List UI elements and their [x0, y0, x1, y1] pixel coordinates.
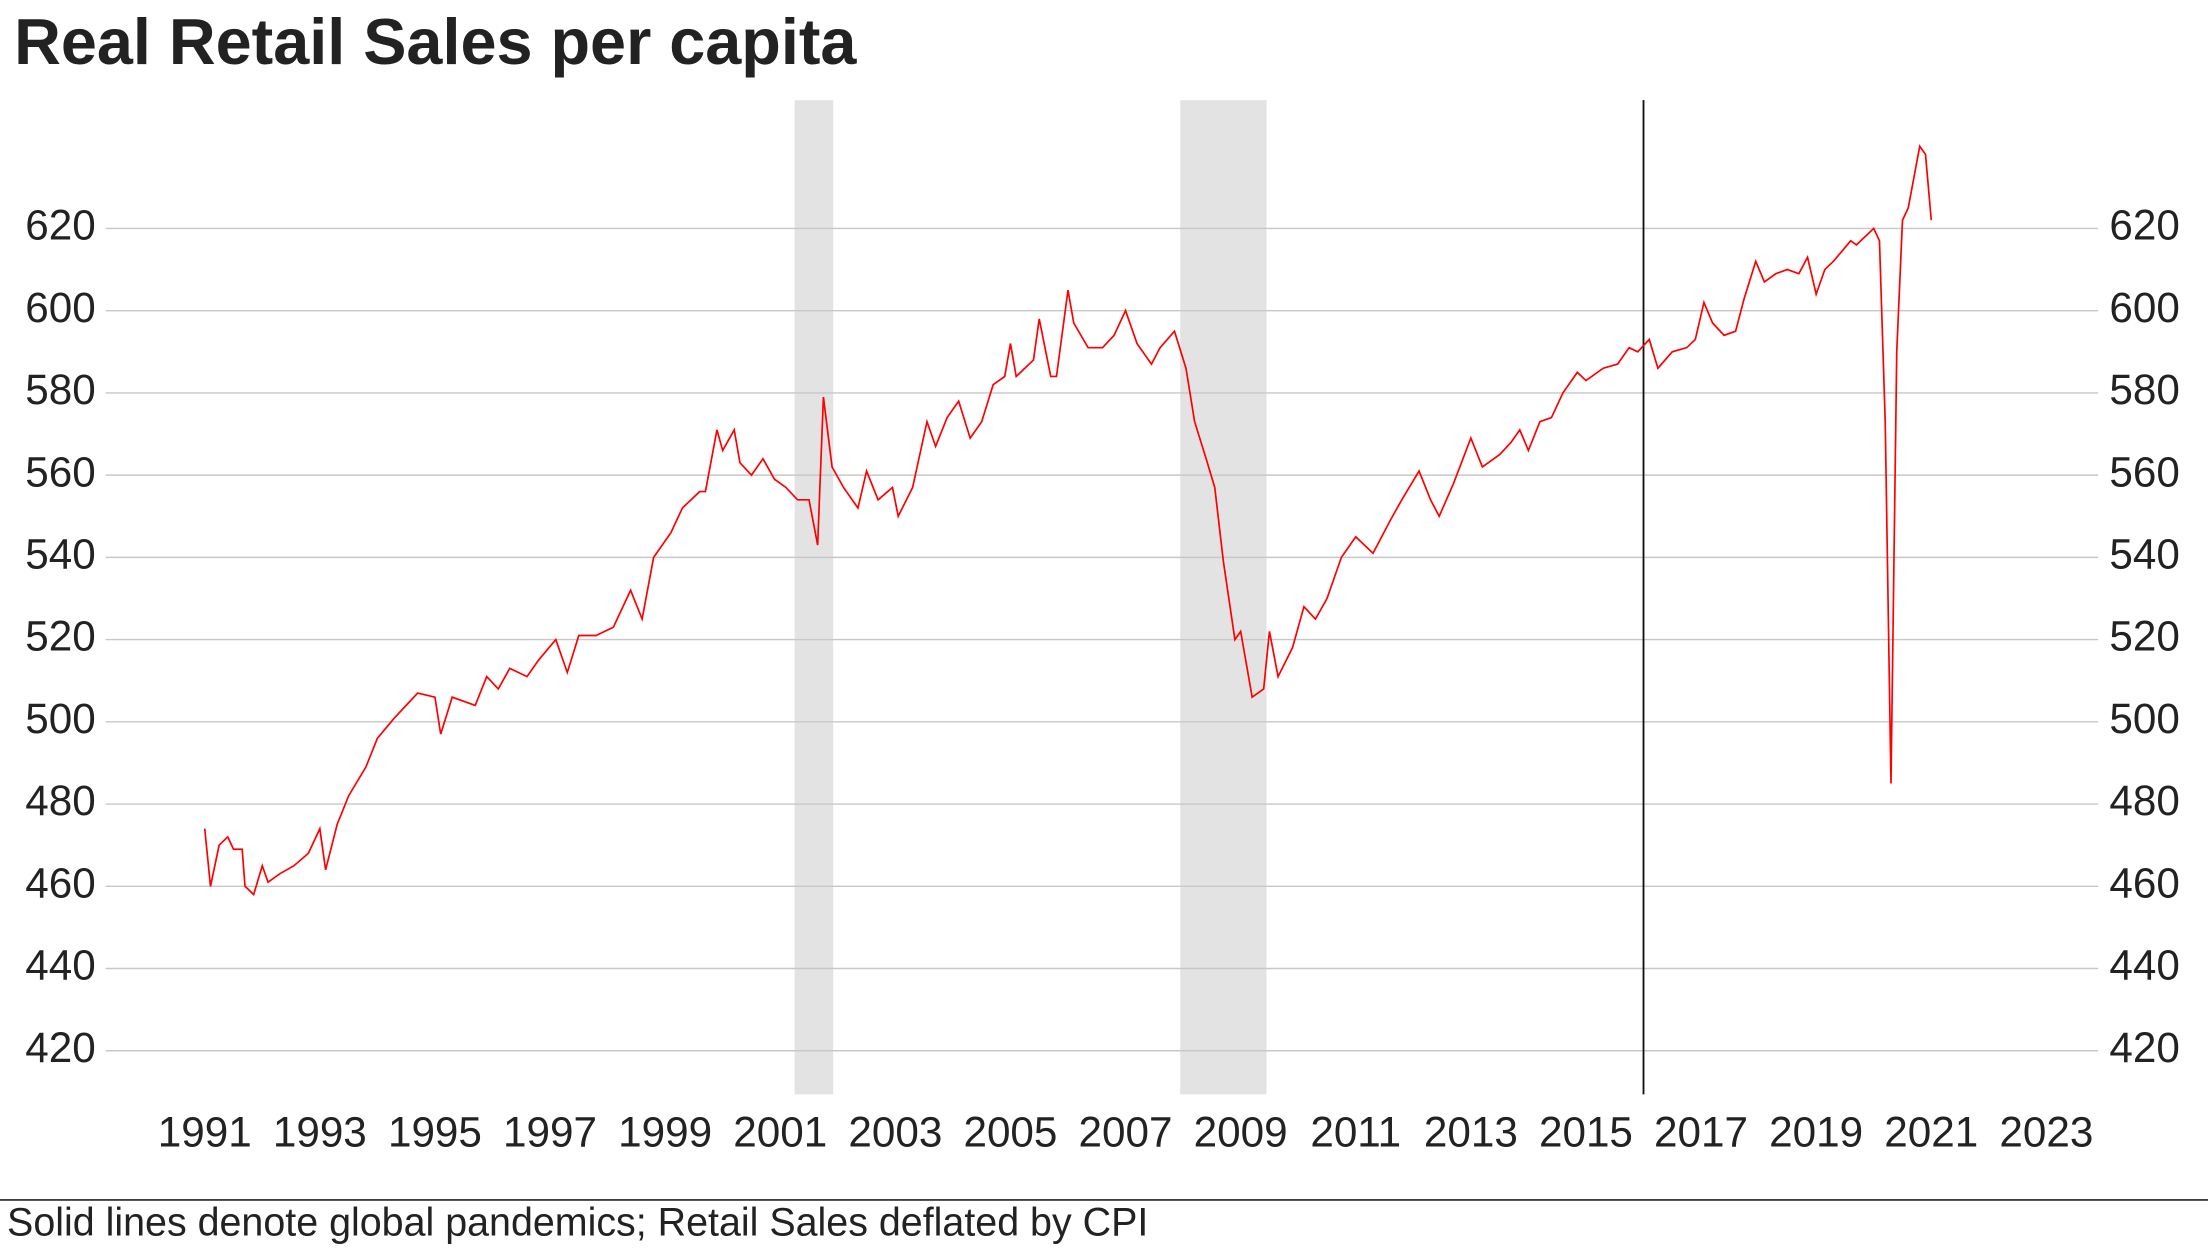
- x-tick-label: 2001: [733, 1108, 827, 1155]
- series-line: [203, 144, 1933, 897]
- x-tick-label: 2021: [1884, 1108, 1978, 1155]
- y2-tick-label: 440: [2109, 942, 2179, 989]
- y-tick-label: 600: [25, 284, 95, 331]
- y2-tick-label: 460: [2109, 859, 2179, 906]
- y2-tick-label: 420: [2109, 1024, 2179, 1071]
- y-tick-label: 420: [25, 1024, 95, 1071]
- recession-band: [1180, 100, 1267, 1095]
- y-tick-label: 440: [25, 942, 95, 989]
- y-tick-label: 500: [25, 695, 95, 742]
- x-tick-label: 2017: [1654, 1108, 1748, 1155]
- x-tick-label: 2007: [1079, 1108, 1173, 1155]
- y-tick-label: 520: [25, 613, 95, 660]
- x-tick-label: 1993: [273, 1108, 367, 1155]
- y2-tick-label: 580: [2109, 366, 2179, 413]
- y-tick-label: 460: [25, 859, 95, 906]
- footer-note: Solid lines denote global pandemics; Ret…: [7, 1201, 1148, 1245]
- x-tick-label: 1991: [158, 1108, 252, 1155]
- y2-tick-label: 600: [2109, 284, 2179, 331]
- x-tick-label: 2019: [1769, 1108, 1863, 1155]
- y-tick-label: 480: [25, 777, 95, 824]
- x-tick-label: 1999: [618, 1108, 712, 1155]
- recession-band: [794, 100, 834, 1095]
- y2-tick-label: 520: [2109, 613, 2179, 660]
- y-tick-label: 560: [25, 448, 95, 495]
- y2-tick-label: 480: [2109, 777, 2179, 824]
- y-tick-label: 580: [25, 366, 95, 413]
- y-tick-label: 620: [25, 202, 95, 249]
- y2-tick-label: 560: [2109, 448, 2179, 495]
- y2-tick-label: 500: [2109, 695, 2179, 742]
- x-tick-label: 2013: [1424, 1108, 1518, 1155]
- x-tick-label: 2005: [963, 1108, 1057, 1155]
- x-tick-label: 2003: [848, 1108, 942, 1155]
- y2-tick-label: 540: [2109, 531, 2179, 578]
- x-tick-label: 2015: [1539, 1108, 1633, 1155]
- x-tick-label: 2009: [1194, 1108, 1288, 1155]
- chart-title: Real Retail Sales per capita: [14, 5, 857, 78]
- y2-tick-label: 620: [2109, 202, 2179, 249]
- x-tick-label: 1997: [503, 1108, 597, 1155]
- x-tick-label: 2011: [1310, 1108, 1401, 1155]
- x-tick-label: 2023: [1999, 1108, 2093, 1155]
- x-tick-label: 1995: [388, 1108, 482, 1155]
- y-tick-label: 540: [25, 531, 95, 578]
